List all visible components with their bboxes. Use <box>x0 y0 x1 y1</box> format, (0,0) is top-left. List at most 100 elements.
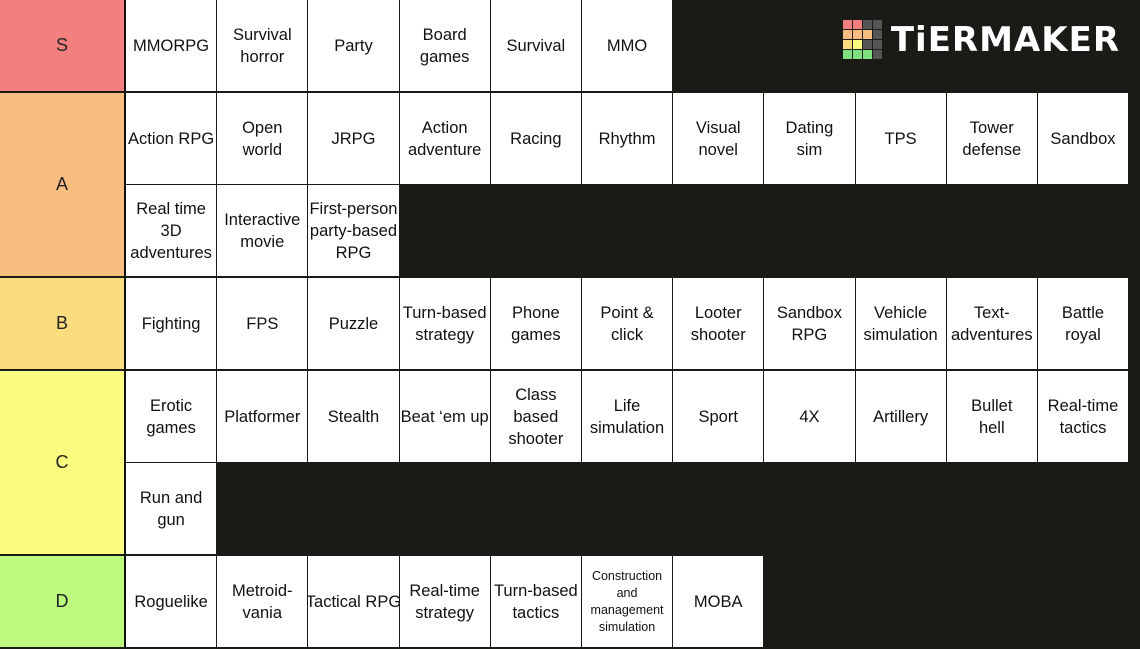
item-text: Bullet <box>971 396 1013 415</box>
tier-items: Fighting FPS Puzzle Turn-based strategy Phone… <box>126 278 1140 369</box>
tier-item: Rhythm <box>581 93 673 184</box>
logo-icon <box>842 20 882 59</box>
item-text: Racing <box>510 129 562 148</box>
item-text: Interactive <box>224 210 301 229</box>
logo-text: TiERMAKER <box>890 20 1120 60</box>
item-text: tactics <box>512 603 560 622</box>
tier-row: B Fighting FPS Puzzle Turn-based strategy Phon… <box>0 278 1140 369</box>
item-text: strategy <box>415 325 474 344</box>
tier-item: Party <box>308 0 399 91</box>
item-text: movie <box>240 232 285 251</box>
tier-item: Real time 3D adventures <box>126 185 217 276</box>
item-text: party-based <box>309 221 398 240</box>
tier-item: Tactical RPG <box>308 556 399 647</box>
item-text: vania <box>242 603 282 622</box>
tier-item: Puzzle <box>308 278 399 369</box>
item-text: Dating <box>785 118 834 137</box>
tier-item: MMO <box>581 0 673 91</box>
item-text: Real-time <box>409 581 480 600</box>
tier-item: Real-time tactics <box>1037 371 1129 462</box>
item-text: MMORPG <box>133 36 210 55</box>
item-text: world <box>242 140 282 159</box>
tier-item: MOBA <box>673 556 764 647</box>
item-text: Real-time <box>1047 396 1119 415</box>
item-text: and <box>616 585 638 600</box>
tier-item: Real-time strategy <box>399 556 490 647</box>
tier-item: Board games <box>399 0 490 91</box>
item-text: games <box>146 418 196 437</box>
item-text: Survival <box>506 36 566 55</box>
item-text: TPS <box>884 129 917 148</box>
item-text: novel <box>698 140 738 159</box>
item-text: Turn-based <box>402 303 487 322</box>
tier-item: Erotic games <box>126 371 217 462</box>
item-text: Phone <box>511 303 560 322</box>
tier-label: S <box>0 0 126 91</box>
tier-item: Turn-based strategy <box>399 278 490 369</box>
tier-item: Turn-based tactics <box>490 556 581 647</box>
item-text: based <box>513 407 559 426</box>
tier-item: Interactive movie <box>217 185 308 276</box>
tier-row: A Action RPG Open world JRPG Action adventure R… <box>0 93 1140 276</box>
tier-item: JRPG <box>308 93 399 184</box>
tier-item: Construction and management simulation <box>581 556 673 647</box>
tier-item: Text-adventures <box>946 278 1037 369</box>
item-text: simulation <box>598 619 656 634</box>
item-text: Battle <box>1061 303 1105 322</box>
item-text: hell <box>978 418 1005 437</box>
item-text: games <box>419 47 470 66</box>
tier-item: Fighting <box>126 278 217 369</box>
item-text: defense <box>962 140 1022 159</box>
item-text: shooter <box>690 325 746 344</box>
item-text: 3D <box>160 221 182 240</box>
item-text: games <box>511 325 561 344</box>
tier-item: Class based shooter <box>490 371 581 462</box>
item-text: Tactical RPG <box>308 592 399 611</box>
tier-item: Vehicle simulation <box>855 278 946 369</box>
tier-item: Run and gun <box>126 463 217 554</box>
item-text: Platformer <box>224 407 301 426</box>
item-text: FPS <box>246 314 279 333</box>
item-text: Open <box>242 118 283 137</box>
tier-item: Beat ‘em up <box>399 371 490 462</box>
item-text: tactics <box>1059 418 1107 437</box>
tier-item: Platformer <box>217 371 308 462</box>
item-text: simulation <box>589 418 665 437</box>
tier-item: Metroid-vania <box>217 556 308 647</box>
tier-item: Looter shooter <box>673 278 764 369</box>
item-text: management <box>590 602 664 617</box>
item-text: RPG <box>335 243 372 262</box>
tier-item: Sandbox <box>1037 93 1129 184</box>
logo: TiERMAKER <box>842 20 1120 60</box>
item-text: Class <box>515 385 557 404</box>
item-text: Sport <box>698 407 738 426</box>
item-text: shooter <box>508 429 564 448</box>
item-text: adventure <box>407 140 482 159</box>
item-text: gun <box>157 510 185 529</box>
item-text: Sandbox <box>1050 129 1116 148</box>
tier-item: Life simulation <box>581 371 673 462</box>
tier-item: FPS <box>217 278 308 369</box>
item-text: Vehicle <box>873 303 928 322</box>
tier-items: MMORPG Survival horror Party Board games Survi… <box>126 0 1140 91</box>
item-text: Action <box>421 118 468 137</box>
tier-item: First-person party-based RPG <box>308 185 399 276</box>
item-text: MOBA <box>693 592 743 611</box>
tier-item: Roguelike <box>126 556 217 647</box>
item-text: Run and <box>139 488 203 507</box>
tier-items: Roguelike Metroid-vania Tactical RPG Real-t… <box>126 556 1140 647</box>
tier-item: Stealth <box>308 371 399 462</box>
item-text: royal <box>1065 325 1101 344</box>
tier-item: MMORPG <box>126 0 217 91</box>
tier-item: Sport <box>673 371 764 462</box>
tier-label: C <box>0 371 126 554</box>
item-text: strategy <box>415 603 474 622</box>
item-text: RPG <box>791 325 828 344</box>
item-text: First-person <box>309 199 398 218</box>
tier-item: Point & click <box>581 278 673 369</box>
tier-item: Tower defense <box>946 93 1037 184</box>
tier-item: Survival <box>490 0 581 91</box>
item-text: Metroid- <box>232 581 293 600</box>
tier-item: Visual novel <box>673 93 764 184</box>
